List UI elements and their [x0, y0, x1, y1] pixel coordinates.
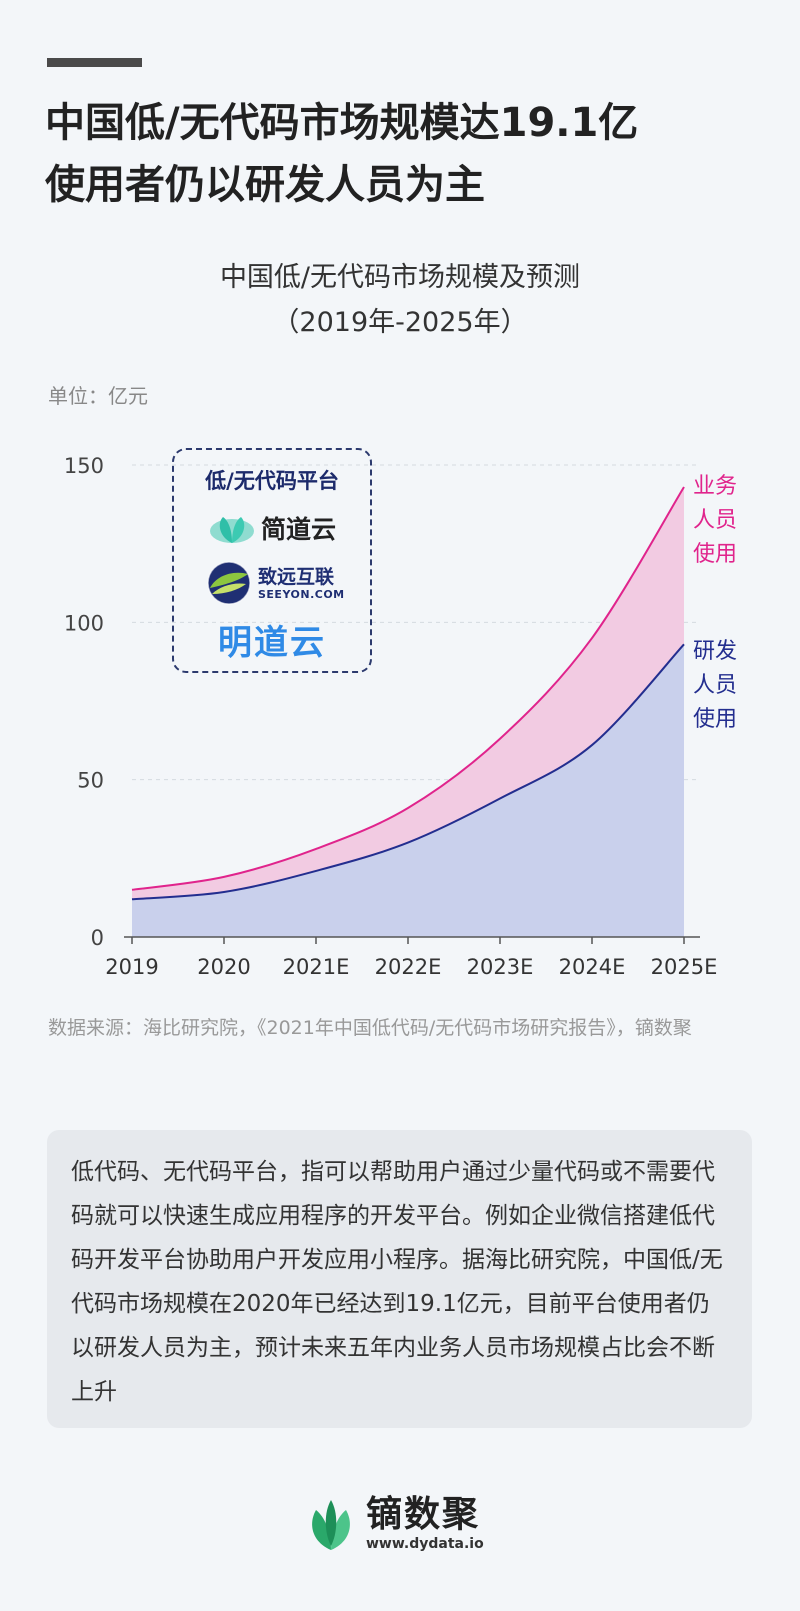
line-business — [131, 486, 685, 891]
leaf-cloud-icon — [210, 517, 254, 543]
series-label-business-line-1: 业务 — [693, 474, 738, 499]
brand-seeyon-en: SEEYON.COM — [258, 587, 345, 601]
brand-jiandaoyun-name: 简道云 — [261, 515, 337, 544]
headline-line-1: 中国低/无代码市场规模达19.1亿 — [45, 100, 639, 146]
series-label-business-line-2: 人员 — [693, 508, 738, 533]
brand-seeyon-cn: 致远互联 — [258, 565, 335, 588]
chart-title: 中国低/无代码市场规模及预测 — [219, 262, 581, 293]
footer-logo: 镝数聚 www.dydata.io — [306, 1495, 484, 1553]
series-label-rd-line-3: 使用 — [693, 707, 738, 732]
brand-mingdaoyun: 明道云 — [218, 623, 326, 663]
description-box: 低代码、无代码平台，指可以帮助用户通过少量代码或不需要代码就可以快速生成应用程序… — [47, 1130, 752, 1428]
x-tick-label: 2025E — [651, 955, 718, 979]
y-tick-label: 50 — [77, 769, 104, 793]
chart-subtitle: （2019年-2025年） — [272, 307, 528, 338]
y-tick-label: 0 — [91, 926, 104, 950]
data-source: 数据来源：海比研究院，《2021年中国低代码/无代码市场研究报告》，镝数聚 — [48, 1017, 692, 1039]
platform-box-title: 低/无代码平台 — [205, 469, 339, 493]
y-tick-label: 100 — [64, 611, 104, 635]
top-accent-bar — [47, 58, 142, 67]
brand-jiandaoyun: 简道云 — [209, 510, 336, 546]
x-tick-label: 2021E — [283, 955, 350, 979]
x-tick-label: 2024E — [559, 955, 626, 979]
brand-seeyon: 致远互联 SEEYON.COM — [206, 560, 345, 606]
headline: 中国低/无代码市场规模达19.1亿 使用者仍以研发人员为主 — [45, 92, 765, 216]
x-tick-label: 2020 — [197, 955, 250, 979]
series-label-business: 业务 人员 使用 — [693, 470, 737, 572]
seeyon-globe-icon — [207, 561, 251, 605]
x-tick-label: 2023E — [467, 955, 534, 979]
x-tick-label: 2019 — [105, 955, 158, 979]
headline-line-2: 使用者仍以研发人员为主 — [45, 162, 485, 208]
market-size-chart: 0 50 100 150 2019 2020 2021E 2022E 2023E 2024E 202… — [64, 454, 718, 979]
series-label-rd-line-2: 人员 — [693, 673, 738, 698]
platform-box: 低/无代码平台 简道云 致远互联 SEEYON.COM 明道云 — [172, 448, 372, 673]
description-text: 低代码、无代码平台，指可以帮助用户通过少量代码或不需要代码就可以快速生成应用程序… — [71, 1159, 723, 1405]
line-rd — [131, 643, 685, 901]
leaf-logo-icon — [312, 1500, 350, 1550]
area-rd — [132, 644, 684, 937]
x-tick-label: 2022E — [375, 955, 442, 979]
area-business — [132, 487, 684, 900]
unit-label: 单位：亿元 — [48, 384, 148, 408]
series-label-rd: 研发 人员 使用 — [693, 635, 737, 737]
footer-brand: 镝数聚 — [366, 1494, 481, 1535]
series-label-rd-line-1: 研发 — [693, 639, 738, 664]
y-tick-label: 150 — [64, 454, 104, 478]
series-label-business-line-3: 使用 — [693, 542, 738, 567]
footer-url: www.dydata.io — [366, 1536, 484, 1552]
